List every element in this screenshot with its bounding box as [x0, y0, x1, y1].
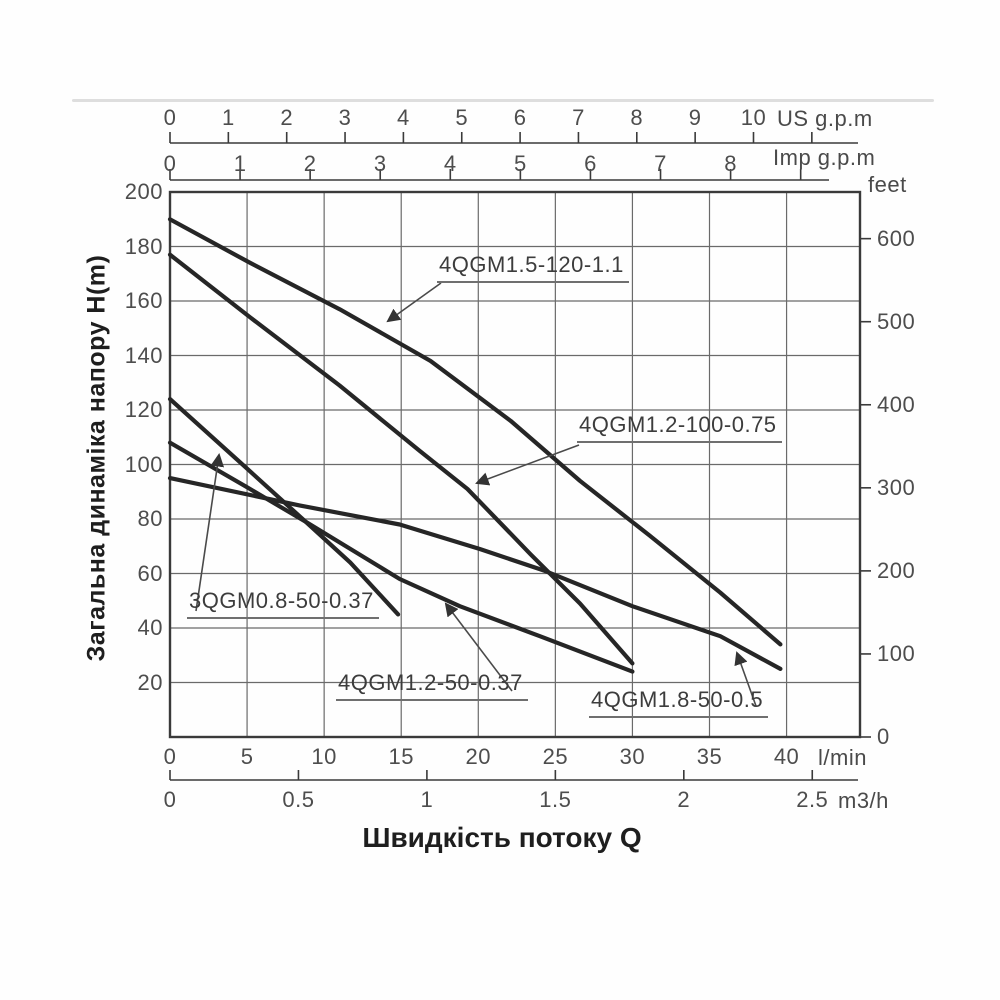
m3h-tick-2.5: 2.5 — [796, 787, 829, 812]
us-gpm-tick-10: 10 — [740, 105, 767, 130]
x-axis-title: Швидкість потоку Q — [362, 822, 642, 853]
gridlines — [170, 192, 860, 737]
imp-gpm-tick-8: 8 — [724, 151, 737, 176]
label-leader-arrows — [195, 282, 757, 707]
lmin-tick-15: 15 — [388, 744, 414, 769]
imp-gpm-tick-1: 1 — [233, 151, 247, 176]
lmin-axis-label: l/min — [818, 745, 867, 770]
page-divider — [72, 99, 934, 102]
feet-tick-100: 100 — [877, 640, 916, 666]
us-gpm-tick-2: 2 — [280, 105, 294, 130]
curve-4QGM1.5-120-1.1 — [167, 217, 783, 647]
imp-gpm-tick-2: 2 — [303, 151, 317, 176]
m3h-tick-1: 1 — [420, 787, 434, 812]
h-m-tick-100: 100 — [124, 451, 163, 477]
lmin-tick-0: 0 — [163, 744, 177, 769]
leader-arrow-4qgm1.8 — [734, 651, 757, 707]
lmin-tick-30: 30 — [619, 744, 646, 769]
axes — [168, 132, 871, 781]
h-m-tick-120: 120 — [124, 397, 163, 422]
imp-gpm-tick-7: 7 — [654, 151, 667, 176]
lmin-tick-10: 10 — [311, 744, 337, 769]
leader-arrow-4qgm1.5 — [386, 282, 442, 323]
us-gpm-tick-8: 8 — [630, 105, 644, 130]
feet-tick-400: 400 — [877, 391, 916, 417]
lmin-tick-40: 40 — [773, 744, 800, 769]
curve-label-4qgm1.5-120-1.1: 4QGM1.5-120-1.1 — [437, 252, 629, 283]
us-gpm-tick-3: 3 — [338, 105, 352, 130]
leader-arrow-4qgm1.2-100 — [475, 444, 580, 486]
imp-gpm-tick-3: 3 — [373, 151, 387, 176]
leader-arrow-3qgm0.8 — [195, 452, 225, 612]
imp-gpm-axis-label: Imp g.p.m — [773, 145, 876, 170]
us-gpm-axis-label: US g.p.m — [777, 106, 873, 131]
lmin-tick-25: 25 — [542, 744, 569, 769]
m3h-tick-0.5: 0.5 — [282, 787, 315, 812]
m3h-axis-label: m3/h — [838, 788, 889, 813]
h-m-tick-200: 200 — [124, 179, 163, 204]
m3h-tick-1.5: 1.5 — [539, 787, 572, 812]
feet-tick-600: 600 — [877, 225, 916, 251]
us-gpm-tick-1: 1 — [221, 105, 235, 130]
h-m-tick-140: 140 — [124, 342, 163, 368]
us-gpm-tick-0: 0 — [163, 105, 177, 130]
lmin-tick-35: 35 — [696, 744, 723, 769]
h-m-tick-160: 160 — [124, 288, 163, 313]
us-gpm-tick-7: 7 — [572, 105, 585, 130]
imp-gpm-tick-5: 5 — [513, 151, 527, 176]
imp-gpm-tick-6: 6 — [584, 151, 597, 176]
us-gpm-tick-5: 5 — [455, 105, 469, 130]
lmin-tick-20: 20 — [465, 744, 492, 769]
m3h-tick-0: 0 — [163, 787, 177, 812]
h-m-tick-80: 80 — [137, 506, 163, 531]
curve-4QGM1.2-50-0.37 — [167, 440, 635, 674]
curve-4QGM1.2-100-0.75 — [167, 252, 635, 666]
h-m-tick-20: 20 — [137, 669, 163, 695]
pump-curves — [167, 217, 783, 674]
h-m-tick-40: 40 — [137, 615, 163, 640]
h-m-tick-180: 180 — [124, 233, 163, 259]
feet-tick-300: 300 — [877, 474, 916, 500]
h-m-tick-60: 60 — [137, 560, 163, 586]
us-gpm-tick-4: 4 — [397, 105, 410, 130]
m3h-tick-2: 2 — [677, 787, 691, 812]
curve-4QGM1.8-50-0.5 — [167, 476, 783, 672]
leader-arrow-4qgm1.2-50 — [444, 602, 513, 692]
us-gpm-tick-9: 9 — [688, 105, 702, 130]
feet-tick-500: 500 — [877, 308, 916, 334]
feet-tick-200: 200 — [877, 557, 916, 583]
feet-axis-label: feet — [868, 172, 907, 197]
imp-gpm-tick-4: 4 — [443, 151, 457, 176]
curve-label-4qgm1.2-50-0.37: 4QGM1.2-50-0.37 — [336, 670, 528, 701]
curve-label-3qgm0.8-50-0.37: 3QGM0.8-50-0.37 — [187, 588, 379, 619]
y-axis-title: Загальна динаміка напору H(m) — [82, 254, 111, 662]
feet-tick-0: 0 — [877, 724, 890, 749]
curve-label-4qgm1.2-100-0.75: 4QGM1.2-100-0.75 — [577, 412, 782, 443]
us-gpm-tick-6: 6 — [513, 105, 527, 130]
lmin-tick-5: 5 — [240, 744, 254, 769]
curve-label-4qgm1.8-50-0.5: 4QGM1.8-50-0.5 — [589, 687, 769, 718]
imp-gpm-tick-0: 0 — [163, 151, 177, 176]
